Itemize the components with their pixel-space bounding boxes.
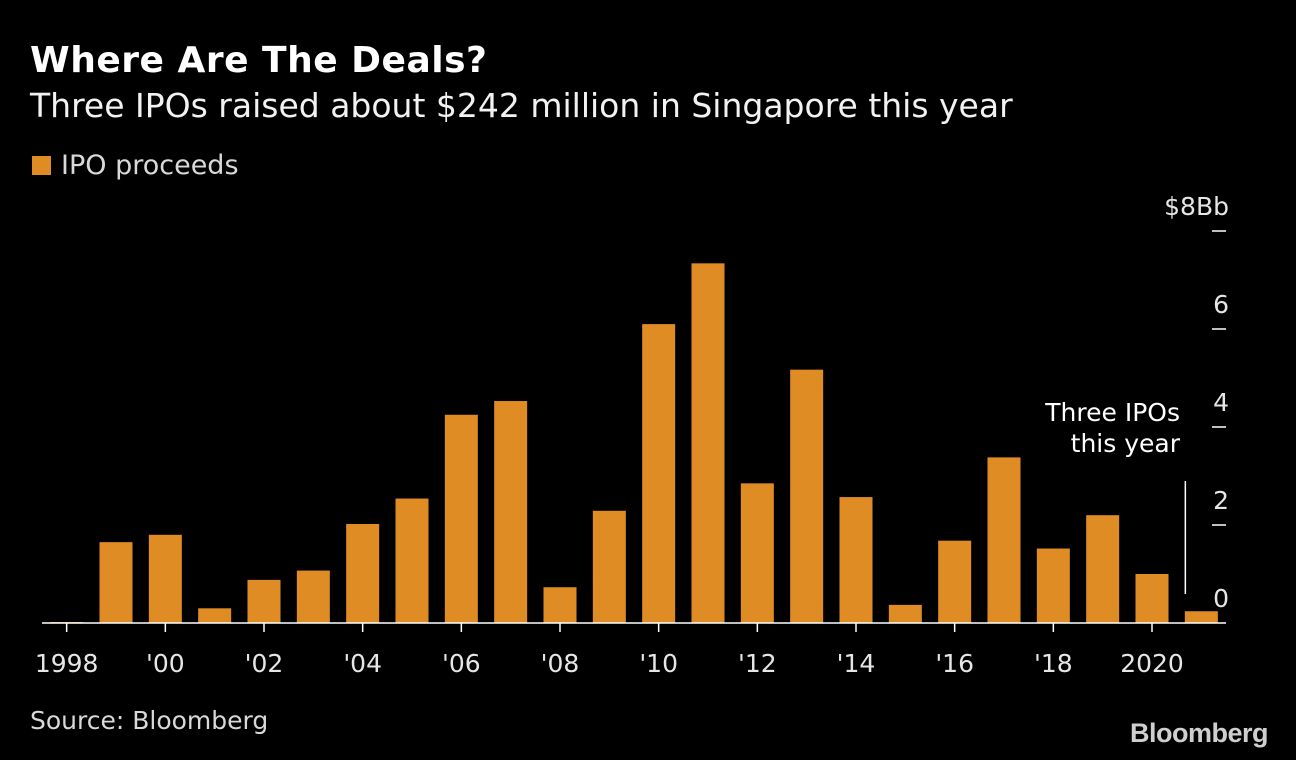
y-tick-label-6: 6 — [1213, 290, 1229, 319]
x-tick-label-2016: '16 — [935, 649, 974, 678]
bar-2003 — [296, 570, 330, 623]
x-tick-label-2014: '14 — [837, 649, 876, 678]
x-tick-label-2002: '02 — [245, 649, 284, 678]
bar-chart: 1998 '00 '02 '04 '06 '08 '10 '12 '14 '16 '18 2020 0 2… — [35, 192, 1229, 678]
x-tick-label-2010: '10 — [639, 649, 678, 678]
chart-title: Where Are The Deals? — [30, 40, 488, 81]
bar-2020 — [1135, 574, 1169, 623]
bar-2021 — [1184, 611, 1218, 623]
bar-2002 — [247, 579, 281, 623]
bar-2011 — [691, 263, 725, 623]
bar-2007 — [494, 401, 528, 623]
bar-2005 — [395, 498, 429, 623]
y-tick-label-0: 0 — [1213, 584, 1229, 613]
bar-2004 — [346, 524, 380, 623]
x-tick-label-2020: 2020 — [1120, 649, 1184, 678]
y-tick-label-4: 4 — [1213, 388, 1229, 417]
chart-subtitle: Three IPOs raised about $242 million in … — [30, 86, 1013, 125]
source-note: Source: Bloomberg — [30, 706, 269, 735]
legend-label: IPO proceeds — [61, 150, 239, 181]
bloomberg-logo: Bloomberg — [1129, 718, 1269, 748]
bar-2000 — [148, 534, 182, 623]
x-tick-label-1998: 1998 — [35, 649, 99, 678]
bar-2017 — [987, 457, 1021, 623]
legend-swatch — [32, 156, 51, 175]
x-tick-label-2012: '12 — [738, 649, 777, 678]
bar-2018 — [1036, 548, 1070, 623]
bar-2016 — [938, 540, 972, 623]
bar-2008 — [543, 587, 577, 623]
annotation-line-1: Three IPOs — [1044, 398, 1180, 427]
bar-1999 — [99, 542, 133, 623]
bar-2006 — [444, 414, 478, 623]
bar-2009 — [592, 510, 626, 623]
y-tick-label-8: $8Bb — [1164, 192, 1229, 221]
bar-2014 — [839, 497, 873, 623]
x-tick-label-2004: '04 — [343, 649, 382, 678]
legend: IPO proceeds — [32, 150, 239, 181]
y-tick-label-2: 2 — [1213, 486, 1229, 515]
x-tick-label-2006: '06 — [442, 649, 481, 678]
bar-2001 — [198, 608, 232, 623]
x-tick-label-2008: '08 — [541, 649, 580, 678]
bar-2010 — [642, 324, 676, 623]
bar-2015 — [888, 604, 922, 623]
bar-2013 — [790, 369, 824, 623]
x-tick-label-2018: '18 — [1034, 649, 1073, 678]
bar-2012 — [740, 483, 774, 623]
x-tick-label-2000: '00 — [146, 649, 185, 678]
annotation-line-2: this year — [1071, 429, 1181, 458]
bar-2019 — [1086, 515, 1120, 623]
